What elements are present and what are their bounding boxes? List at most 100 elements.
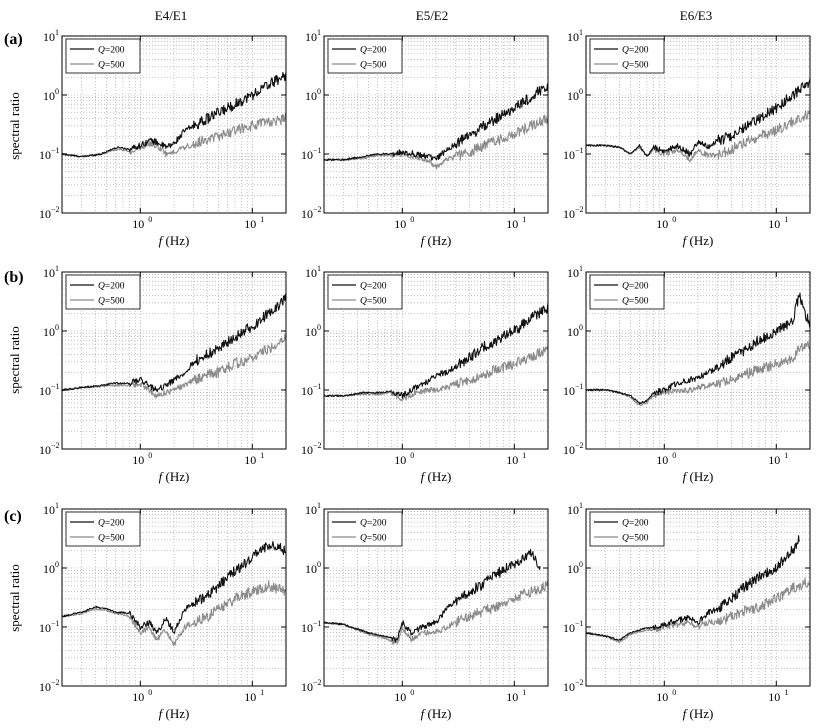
y-axis-label-c: spectral ratio — [7, 564, 22, 632]
grid — [324, 36, 548, 213]
x-tick-exponent: 1 — [260, 688, 264, 697]
grid — [62, 509, 286, 686]
x-tick-exponent: 1 — [784, 688, 788, 697]
series-line-q200 — [585, 292, 811, 405]
grid — [324, 509, 548, 686]
x-tick-exponent: 0 — [672, 688, 676, 697]
y-tick-exponent: −2 — [51, 205, 60, 214]
y-tick-label: 10 — [39, 680, 51, 694]
y-tick-exponent: 0 — [317, 323, 321, 332]
y-tick-label: 10 — [563, 207, 575, 221]
x-tick-label: 10 — [656, 453, 668, 467]
y-tick-label: 10 — [43, 266, 55, 280]
x-tick-exponent: 0 — [148, 215, 152, 224]
y-tick-label: 10 — [305, 503, 317, 517]
y-tick-label: 10 — [301, 207, 313, 221]
y-tick-label: 10 — [305, 266, 317, 280]
column-title-1: E4/E1 — [155, 8, 188, 23]
y-tick-label: 10 — [39, 621, 51, 635]
y-tick-exponent: 1 — [317, 264, 321, 273]
legend: Q=200 Q=500 — [65, 274, 141, 310]
x-axis-label: f (Hz) — [159, 706, 190, 721]
series-line-q500 — [585, 577, 811, 644]
legend-label: Q=500 — [98, 61, 125, 71]
y-tick-label: 10 — [43, 503, 55, 517]
plot-frame — [61, 271, 287, 450]
y-tick-exponent: −2 — [575, 441, 584, 450]
y-tick-exponent: −2 — [313, 441, 322, 450]
x-axis-label: f (Hz) — [421, 706, 452, 721]
grid — [586, 272, 810, 449]
plot-frame — [61, 35, 287, 214]
x-tick-label: 10 — [506, 217, 518, 231]
y-tick-label: 10 — [301, 443, 313, 457]
x-tick-exponent: 1 — [260, 451, 264, 460]
series-line-q200 — [61, 540, 287, 634]
y-tick-exponent: −2 — [313, 205, 322, 214]
y-tick-exponent: −2 — [51, 441, 60, 450]
legend-label: Q=500 — [622, 61, 649, 71]
y-tick-exponent: 1 — [55, 264, 59, 273]
x-tick-exponent: 0 — [410, 215, 414, 224]
legend-label: Q=200 — [98, 519, 125, 529]
legend: Q=200 Q=500 — [589, 511, 665, 547]
legend-label: Q=500 — [360, 534, 387, 544]
y-tick-label: 10 — [43, 562, 55, 576]
x-tick-label: 10 — [132, 690, 144, 704]
y-tick-exponent: −2 — [575, 205, 584, 214]
legend-label: Q=200 — [98, 46, 125, 56]
x-axis-label: f (Hz) — [421, 469, 452, 484]
y-tick-exponent: −1 — [575, 146, 584, 155]
series-line-q200 — [323, 548, 541, 643]
legend-label: Q=200 — [622, 282, 649, 292]
x-tick-label: 10 — [768, 217, 780, 231]
y-tick-exponent: −1 — [313, 146, 322, 155]
x-tick-label: 10 — [132, 217, 144, 231]
y-tick-label: 10 — [43, 89, 55, 103]
series-line-q200 — [585, 535, 800, 641]
x-tick-label: 10 — [394, 453, 406, 467]
legend: Q=200 Q=500 — [589, 38, 665, 74]
plot-frame — [323, 508, 549, 687]
y-tick-label: 10 — [305, 325, 317, 339]
y-tick-exponent: −1 — [313, 619, 322, 628]
y-tick-exponent: −2 — [51, 678, 60, 687]
legend: Q=200 Q=500 — [589, 274, 665, 310]
y-tick-label: 10 — [305, 89, 317, 103]
grid — [62, 272, 286, 449]
series-line-q500 — [323, 580, 549, 646]
series-line-q200 — [585, 78, 811, 157]
x-tick-label: 10 — [768, 453, 780, 467]
legend-label: Q=500 — [622, 297, 649, 307]
y-tick-exponent: 0 — [317, 560, 321, 569]
legend-label: Q=200 — [98, 282, 125, 292]
y-tick-label: 10 — [563, 148, 575, 162]
x-tick-exponent: 1 — [522, 688, 526, 697]
legend-label: Q=500 — [360, 61, 387, 71]
x-tick-label: 10 — [394, 217, 406, 231]
plot-frame — [323, 271, 549, 450]
y-tick-exponent: −1 — [313, 382, 322, 391]
x-tick-label: 10 — [132, 453, 144, 467]
y-tick-label: 10 — [39, 148, 51, 162]
x-tick-label: 10 — [506, 690, 518, 704]
x-tick-label: 10 — [244, 217, 256, 231]
column-title-2: E5/E2 — [416, 8, 449, 23]
x-tick-exponent: 1 — [784, 451, 788, 460]
y-tick-exponent: 0 — [579, 560, 583, 569]
row-label-c: (c) — [4, 508, 22, 525]
y-tick-exponent: 0 — [55, 87, 59, 96]
x-axis-label: f (Hz) — [683, 706, 714, 721]
y-tick-label: 10 — [563, 443, 575, 457]
y-tick-exponent: −2 — [313, 678, 322, 687]
series-line-q200 — [323, 303, 549, 399]
y-tick-exponent: −1 — [575, 382, 584, 391]
plot-frame — [323, 35, 549, 214]
y-tick-exponent: 1 — [579, 28, 583, 37]
series-line-q200 — [61, 71, 287, 158]
y-tick-exponent: 0 — [579, 323, 583, 332]
